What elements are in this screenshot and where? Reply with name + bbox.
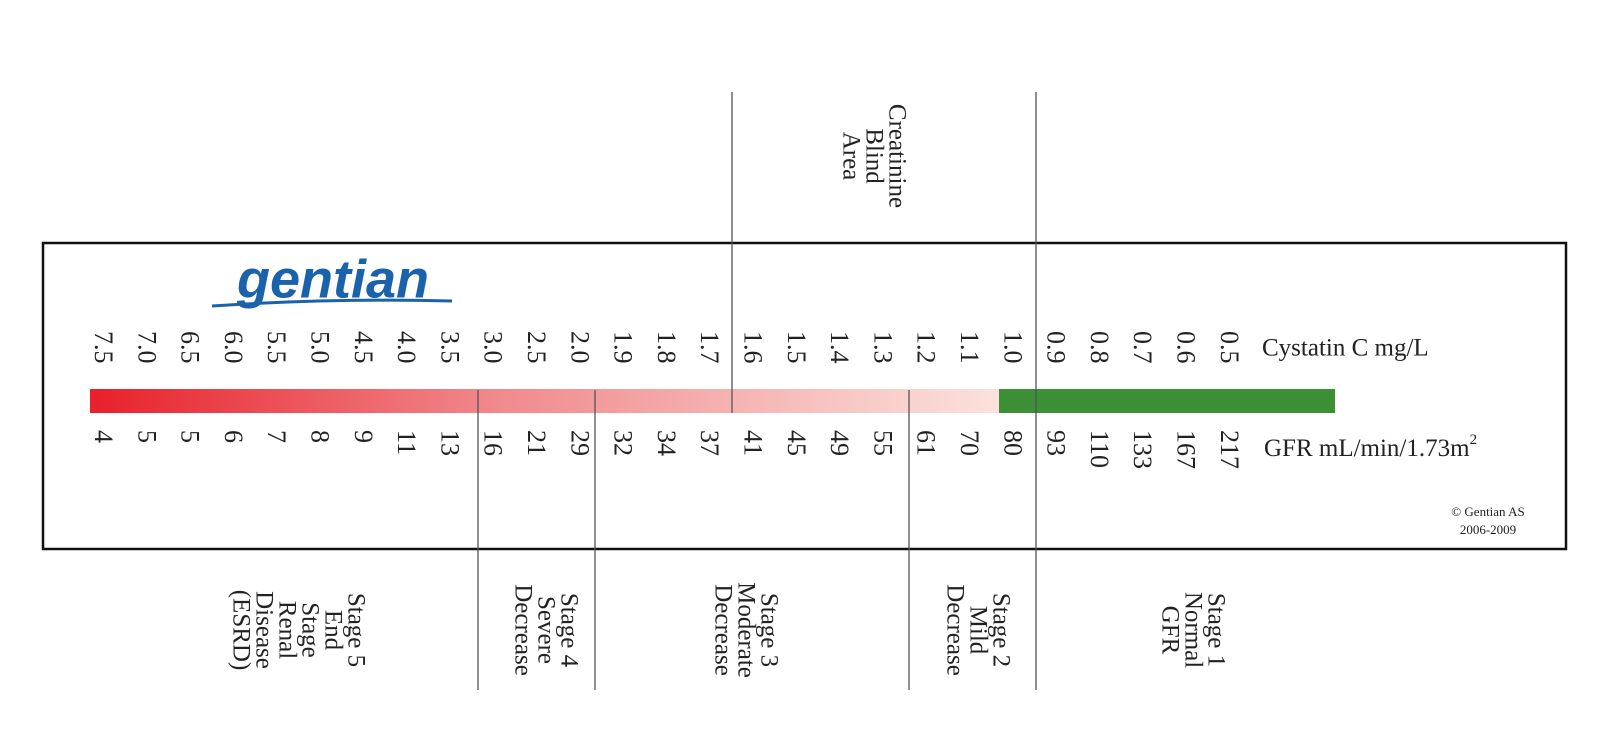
stage-label: Renal	[273, 601, 300, 659]
gfr-value: 167	[1172, 430, 1201, 469]
cystatin-value: 5.0	[306, 331, 335, 364]
gfr-value: 21	[522, 430, 551, 456]
cystatin-value: 1.7	[695, 331, 724, 364]
stage-label: Moderate	[732, 582, 759, 678]
gfr-value: 110	[1085, 430, 1114, 468]
gfr-value: 217	[1215, 430, 1244, 469]
cystatin-value: 7.5	[89, 331, 118, 364]
gfr-value: 6	[219, 430, 248, 443]
copyright-years: 2006-2009	[1460, 522, 1516, 537]
cystatin-value: 1.0	[998, 331, 1027, 364]
normal-gfr-bar	[999, 389, 1335, 413]
stage-label: End	[319, 610, 346, 651]
gfr-value: 5	[132, 430, 161, 443]
stage-label: Decrease	[941, 584, 968, 676]
cystatin-value: 3.5	[435, 331, 464, 364]
cystatin-value: 0.6	[1172, 331, 1201, 364]
gfr-value: 8	[306, 430, 335, 443]
reduced-gfr-bar	[90, 389, 999, 413]
cystatin-value: 6.0	[219, 331, 248, 364]
gfr-value: 93	[1042, 430, 1071, 456]
gfr-value: 37	[695, 430, 724, 456]
blind-area-label: Area	[837, 132, 864, 181]
cystatin-value: 1.9	[609, 331, 638, 364]
cystatin-value: 7.0	[132, 331, 161, 364]
cystatin-value: 1.6	[739, 331, 768, 364]
gfr-value: 7	[262, 430, 291, 443]
gfr-value: 34	[652, 430, 681, 456]
stage-label: Decrease	[709, 584, 736, 676]
stage-label: Stage 5	[342, 593, 369, 667]
scale-frame	[41, 241, 1568, 551]
stage-label: Disease	[250, 591, 277, 669]
gfr-value: 133	[1128, 430, 1157, 469]
gfr-value: 45	[782, 430, 811, 456]
cystatin-value: 0.8	[1085, 331, 1114, 364]
cystatin-value: 1.8	[652, 331, 681, 364]
blind-area-label: Creatinine	[883, 104, 910, 208]
gfr-value: 9	[349, 430, 378, 443]
cystatin-value: 1.4	[825, 331, 854, 364]
cystatin-value: 0.9	[1042, 331, 1071, 364]
gfr-value: 13	[435, 430, 464, 456]
stage-label: Stage 1	[1202, 593, 1229, 667]
gfr-unit: GFR mL/min/1.73m	[1264, 435, 1470, 462]
cystatin-value: 1.1	[955, 331, 984, 364]
cystatin-value: 6.5	[176, 331, 205, 364]
stage-label: Severe	[532, 596, 559, 664]
cystatin-value: 2.0	[565, 331, 594, 364]
stage-label: Stage 4	[555, 593, 582, 668]
gfr-value: 5	[176, 430, 205, 443]
gfr-label: GFR mL/min/1.73m2	[1264, 432, 1477, 461]
cystatin-value: 1.2	[912, 331, 941, 364]
gfr-superscript: 2	[1470, 432, 1478, 448]
cystatin-value: 4.5	[349, 331, 378, 364]
logo-swoosh	[211, 298, 453, 308]
gfr-value: 49	[825, 430, 854, 456]
cystatin-value: 0.7	[1128, 331, 1157, 364]
gfr-value: 80	[998, 430, 1027, 456]
gfr-value: 70	[955, 430, 984, 456]
stage-label: Mild	[964, 606, 991, 655]
blind-area-label: Blind	[860, 128, 887, 184]
cystatin-value: 5.5	[262, 331, 291, 364]
cystatin-value: 1.5	[782, 331, 811, 364]
cystatin-value: 0.5	[1215, 331, 1244, 364]
cystatin-value: 2.5	[522, 331, 551, 364]
gfr-value: 55	[868, 430, 897, 456]
gfr-value: 4	[89, 430, 118, 443]
stage-label: Stage 3	[755, 593, 782, 667]
gfr-value: 41	[739, 430, 768, 456]
cystatin-value: 4.0	[392, 331, 421, 364]
cystatin-value: 1.3	[868, 331, 897, 364]
stage-label: Normal	[1179, 592, 1206, 668]
cystatin-label: Cystatin C mg/L	[1262, 335, 1429, 362]
copyright: © Gentian AS	[1451, 504, 1524, 519]
stage-label: Stage 2	[987, 593, 1014, 667]
gfr-value: 61	[912, 430, 941, 456]
gfr-value: 32	[609, 430, 638, 456]
cystatin-value: 3.0	[479, 331, 508, 364]
gfr-value: 29	[565, 430, 594, 456]
stage-label: Decrease	[509, 584, 536, 676]
gfr-value: 11	[392, 430, 421, 455]
stage-label: Stage	[296, 602, 323, 658]
gfr-value: 16	[479, 430, 508, 456]
stage-label: GFR	[1156, 606, 1183, 655]
stage-label: (ESRD)	[227, 590, 254, 671]
